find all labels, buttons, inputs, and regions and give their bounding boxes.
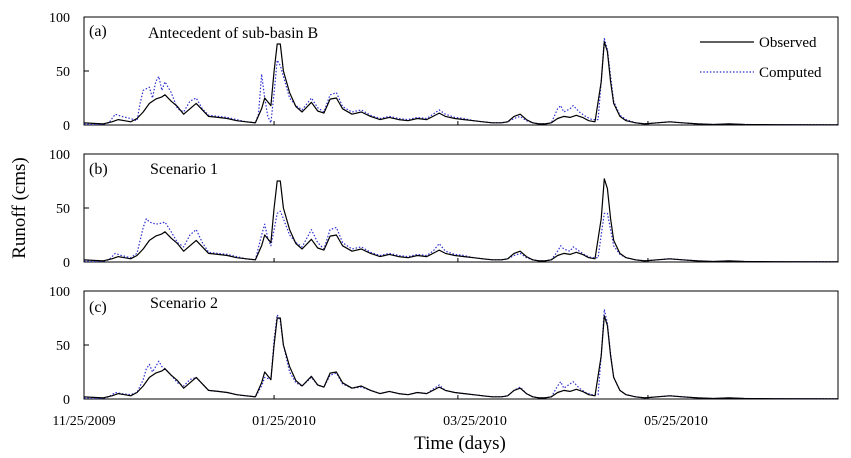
x-tick-label: 03/25/2010: [443, 414, 507, 429]
computed-series-line: [83, 210, 839, 263]
y-axis-title: Runoff (cms): [9, 157, 30, 259]
observed-series-line: [83, 315, 839, 400]
x-tick-label: 11/25/2009: [52, 414, 115, 429]
x-axis-title: Time (days): [414, 433, 506, 454]
computed-series-line: [83, 308, 839, 400]
panel-b-letter: (b): [89, 161, 108, 178]
panel-a-title: Antecedent of sub-basin B: [148, 25, 318, 42]
y-tick-label: 50: [56, 202, 70, 217]
y-tick-label: 50: [56, 339, 70, 354]
computed-series-line: [83, 37, 839, 126]
y-tick-label: 0: [63, 256, 70, 271]
panel-c-letter: (c): [89, 299, 107, 316]
x-tick-label: 05/25/2010: [644, 414, 708, 429]
observed-series-line: [83, 41, 839, 126]
y-tick-label: 100: [49, 148, 70, 163]
y-tick-label: 0: [63, 119, 70, 134]
legend-computed-label: Computed: [759, 65, 822, 81]
observed-series-line: [83, 178, 839, 263]
y-tick-label: 0: [63, 393, 70, 408]
legend-observed-label: Observed: [759, 35, 817, 51]
x-tick-label: 01/25/2010: [252, 414, 316, 429]
panel-a-letter: (a): [89, 23, 107, 40]
panel-b-title: Scenario 1: [150, 161, 218, 178]
y-tick-label: 100: [49, 285, 70, 300]
y-tick-label: 100: [49, 11, 70, 26]
panels-layer: 0 50 100 0 50 100 0 50 100: [49, 11, 839, 408]
panel-c-title: Scenario 2: [150, 295, 218, 312]
y-tick-label: 50: [56, 65, 70, 80]
